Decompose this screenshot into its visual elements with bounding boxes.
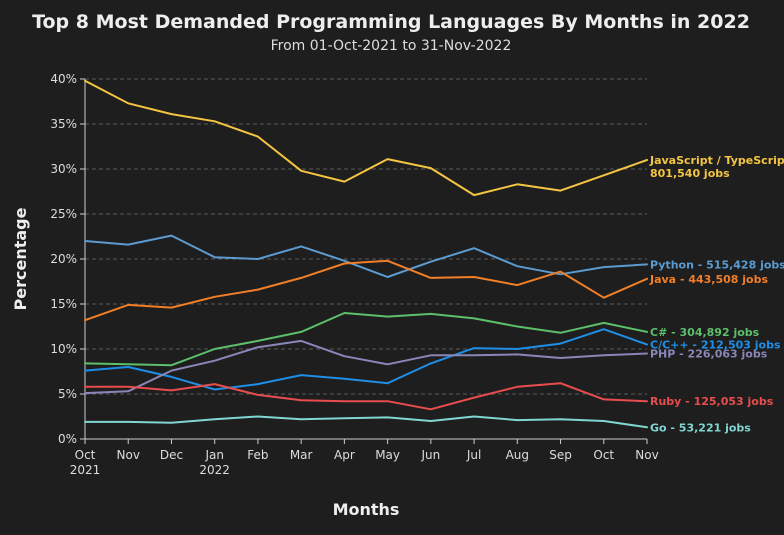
y-tick-label: 40% bbox=[50, 72, 77, 86]
y-tick-label: 25% bbox=[50, 207, 77, 221]
x-tick-label: Oct bbox=[75, 448, 96, 462]
x-tick-label: Jun bbox=[420, 448, 440, 462]
series-end-label: PHP - 226,063 jobs bbox=[650, 348, 768, 361]
y-tick-label: 20% bbox=[50, 252, 77, 266]
y-tick-label: 30% bbox=[50, 162, 77, 176]
x-tick-label: Mar bbox=[290, 448, 313, 462]
series-end-label: 801,540 jobs bbox=[650, 167, 730, 180]
series-end-label: Python - 515,428 jobs bbox=[650, 258, 784, 271]
x-axis-title: Months bbox=[333, 500, 400, 519]
series-end-label: C# - 304,892 jobs bbox=[650, 326, 760, 339]
series-line-javascript-typescript bbox=[84, 79, 648, 197]
y-tick-label: 15% bbox=[50, 297, 77, 311]
y-tick-label: 5% bbox=[58, 387, 77, 401]
chart-title: Top 8 Most Demanded Programming Language… bbox=[32, 11, 750, 33]
x-tick-year-label: 2022 bbox=[199, 463, 230, 477]
chart-subtitle: From 01-Oct-2021 to 31-Nov-2022 bbox=[271, 38, 512, 54]
x-tick-label: Aug bbox=[506, 448, 529, 462]
series-line-ruby bbox=[84, 382, 648, 411]
x-tick-year-label: 2021 bbox=[70, 463, 101, 477]
grid bbox=[85, 78, 647, 395]
y-tick-label: 0% bbox=[58, 432, 77, 446]
series-end-label: Ruby - 125,053 jobs bbox=[650, 395, 774, 408]
series-line-go bbox=[84, 415, 648, 429]
x-tick-label: Apr bbox=[334, 448, 355, 462]
series-line-c-c bbox=[84, 328, 648, 391]
x-tick-label: Nov bbox=[117, 448, 140, 462]
series-end-label: C/C++ - 212,503 jobs bbox=[650, 339, 781, 352]
x-tick-label: Dec bbox=[160, 448, 183, 462]
x-tick-label: Oct bbox=[593, 448, 614, 462]
series-end-label: Go - 53,221 jobs bbox=[650, 421, 751, 434]
series-line-php bbox=[84, 339, 648, 395]
series-line-c bbox=[84, 312, 648, 367]
x-tick-label: Nov bbox=[635, 448, 658, 462]
series-line-java bbox=[84, 259, 648, 322]
y-tick-label: 35% bbox=[50, 117, 77, 131]
series-lines bbox=[84, 79, 648, 429]
x-tick-label: Jan bbox=[204, 448, 224, 462]
x-tick-label: Feb bbox=[247, 448, 268, 462]
series-end-label: Java - 443,508 jobs bbox=[649, 273, 768, 286]
series-end-label: JavaScript / TypeScript bbox=[649, 154, 784, 167]
series-line-python bbox=[84, 234, 648, 278]
y-tick-label: 10% bbox=[50, 342, 77, 356]
y-axis-title: Percentage bbox=[11, 207, 30, 310]
x-tick-label: May bbox=[375, 448, 400, 462]
x-tick-label: Jul bbox=[466, 448, 481, 462]
x-tick-label: Sep bbox=[549, 448, 572, 462]
